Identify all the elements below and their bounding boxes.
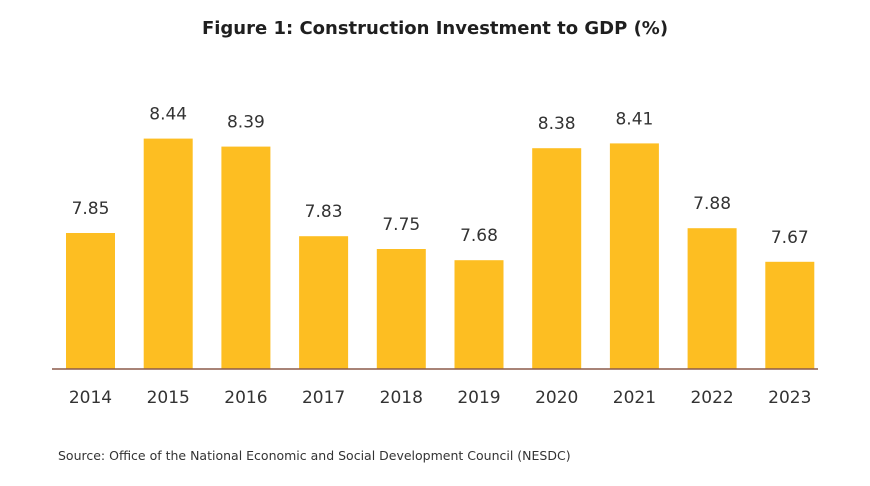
data-label-2018: 7.75 (382, 215, 420, 235)
x-tick-label-2021: 2021 (613, 388, 656, 408)
bar-2018 (376, 249, 426, 369)
x-tick-labels-group: 2014 2015 2016 2017 2018 2019 2020 2021 2022 2023 (69, 388, 812, 408)
x-tick-label-2023: 2023 (768, 388, 811, 408)
x-tick-label-2022: 2022 (690, 388, 733, 408)
bar-2017 (299, 236, 349, 369)
data-label-2017: 7.83 (305, 202, 343, 222)
x-tick-label-2016: 2016 (224, 388, 267, 408)
data-label-2015: 8.44 (149, 105, 187, 125)
x-tick-label-2020: 2020 (535, 388, 578, 408)
x-tick-label-2017: 2017 (302, 388, 345, 408)
x-tick-label-2019: 2019 (457, 388, 500, 408)
data-label-2022: 7.88 (693, 194, 731, 214)
bar-2019 (454, 260, 504, 369)
bars-group (66, 138, 815, 369)
data-label-2014: 7.85 (72, 199, 110, 219)
data-label-2023: 7.67 (771, 228, 809, 248)
data-label-2021: 8.41 (615, 109, 653, 129)
bar-2015 (143, 138, 193, 369)
bar-2022 (687, 228, 737, 369)
x-tick-label-2018: 2018 (380, 388, 423, 408)
data-label-2020: 8.38 (538, 114, 576, 134)
data-label-2019: 7.68 (460, 226, 498, 246)
chart-title: Figure 1: Construction Investment to GDP… (201, 18, 669, 39)
bar-2016 (221, 146, 271, 369)
data-label-2016: 8.39 (227, 113, 265, 133)
x-tick-label-2015: 2015 (147, 388, 190, 408)
bar-2020 (532, 148, 582, 369)
x-tick-label-2014: 2014 (69, 388, 112, 408)
bar-2021 (609, 143, 659, 369)
source-note: Source: Office of the National Economic … (58, 448, 571, 463)
bar-2023 (765, 261, 815, 369)
bar-2014 (66, 233, 115, 369)
data-labels-group: 7.85 8.44 8.39 7.83 7.75 7.68 8.38 8.41 7.88 7.67 (72, 105, 809, 248)
